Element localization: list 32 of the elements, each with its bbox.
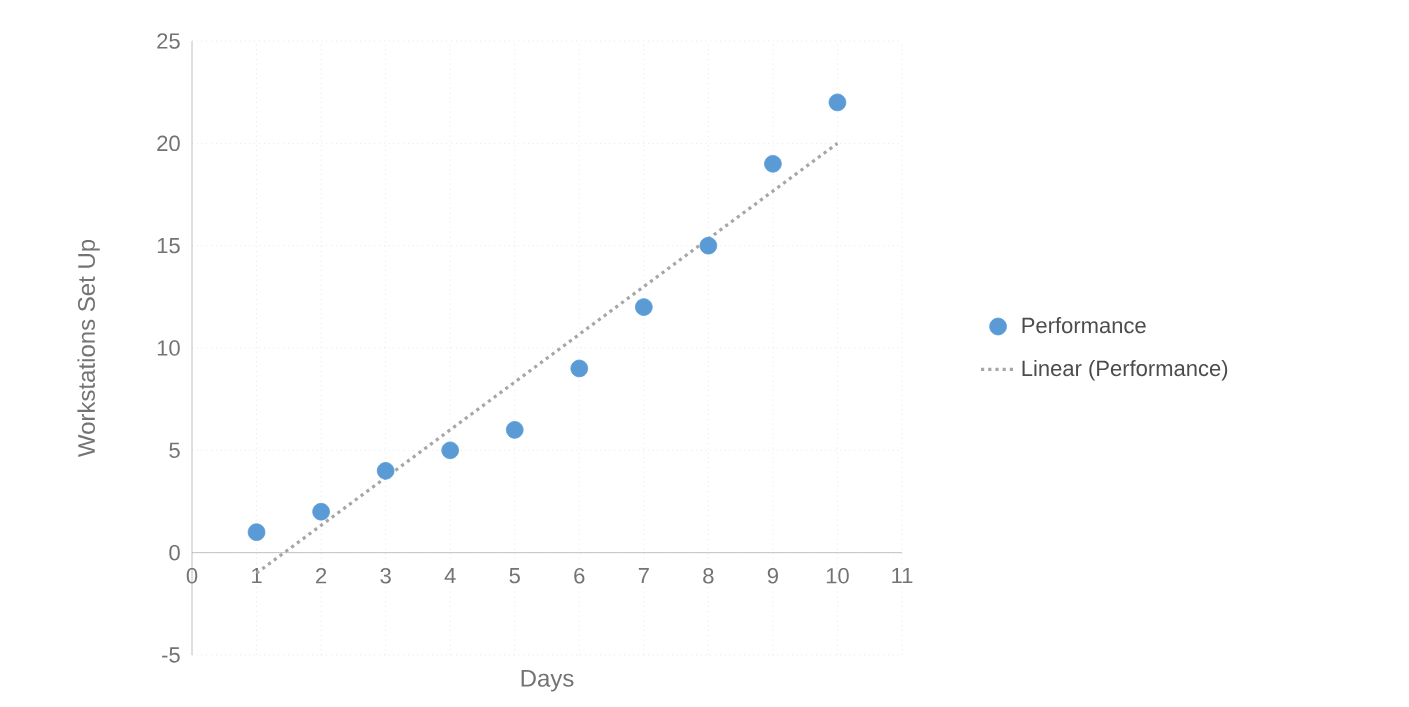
point [312, 502, 330, 521]
point [247, 523, 266, 541]
legend-label: Linear (Performance) [1022, 359, 1228, 381]
y-tick-label: -5 [162, 647, 180, 663]
x-tick-label: 11 [892, 568, 913, 584]
point [441, 441, 459, 460]
point [505, 421, 524, 439]
x-tick-label: 2 [316, 568, 327, 584]
x-tick-label: 0 [186, 568, 198, 584]
legend-label: Performance [1022, 317, 1146, 334]
y-tick-label: 0 [169, 544, 180, 561]
x-tick-label: 10 [826, 568, 849, 584]
point [635, 298, 653, 316]
y-tick-label: 10 [157, 340, 180, 356]
x-axis-title: Days [521, 670, 574, 692]
y-tick-label: 5 [169, 442, 180, 458]
x-tick-label: 4 [444, 568, 456, 584]
point [828, 93, 847, 112]
x-tick-label: 3 [380, 568, 391, 584]
point [699, 236, 718, 255]
x-tick-label: 9 [767, 568, 778, 584]
point [764, 154, 782, 173]
x-tick-label: 5 [509, 568, 520, 584]
point [376, 461, 395, 480]
x-tick-label: 6 [574, 568, 585, 584]
x-tick-label: 8 [703, 568, 714, 584]
y-tick-label: 20 [157, 135, 180, 152]
point [570, 359, 589, 378]
y-axis-title: Workstations Set Up [77, 239, 100, 458]
y-tick-label: 15 [157, 238, 180, 254]
y-tick-label: 25 [157, 33, 180, 49]
x-tick-label: 7 [638, 568, 649, 584]
